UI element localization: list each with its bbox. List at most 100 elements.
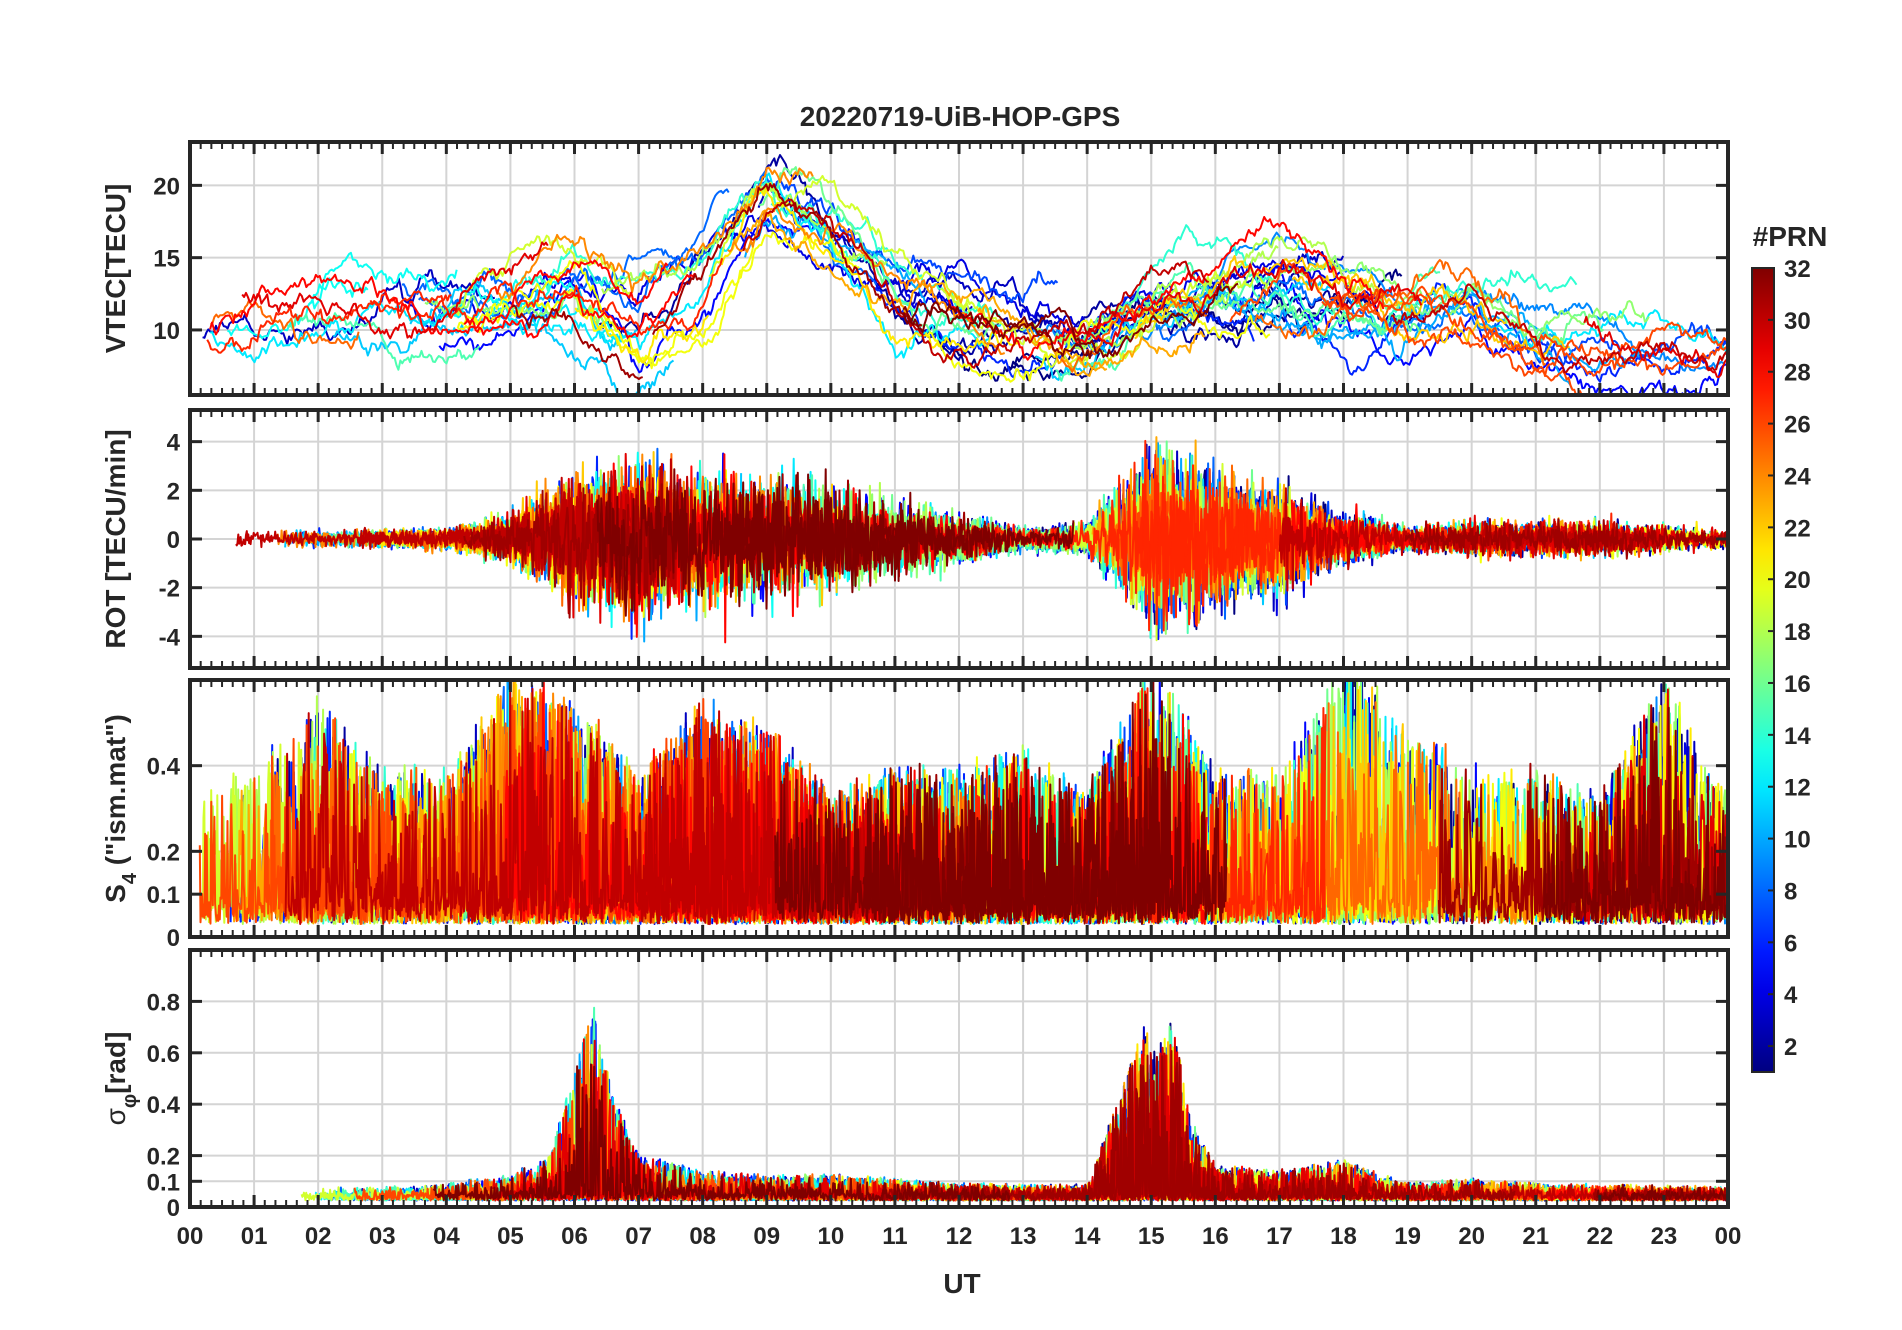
- x-tick-label: 10: [817, 1223, 844, 1250]
- series-prn-5: [1233, 264, 1727, 395]
- x-tick-label: 02: [305, 1223, 332, 1250]
- series-prn-20: [456, 231, 860, 370]
- colorbar-tick-label: 32: [1784, 256, 1811, 283]
- x-tick-label: 17: [1266, 1223, 1293, 1250]
- series-prn-31: [1404, 518, 1728, 560]
- y-tick-label: 15: [153, 246, 180, 273]
- x-tick-label: 11: [882, 1223, 907, 1250]
- x-tick-label: 12: [946, 1223, 973, 1250]
- y-axis-label: S4 ("ism.mat"): [100, 714, 141, 903]
- series-prn-29: [241, 241, 549, 340]
- colorbar-tick-label: 18: [1784, 619, 1811, 646]
- panel-2: -4 -2 0 2 4 ROT [TECU/min]: [100, 408, 1730, 670]
- x-tick-label: 19: [1394, 1223, 1421, 1250]
- x-tick-label: 01: [241, 1223, 268, 1250]
- series-prn-19: [455, 234, 632, 316]
- series-prn-13: [308, 251, 458, 310]
- panel-1: 10 15 20 VTEC[TECU]: [100, 140, 1730, 397]
- y-axis-label: VTEC[TECU]: [100, 184, 131, 354]
- x-tick-label: 13: [1010, 1223, 1037, 1250]
- series-prn-23: [977, 304, 1108, 377]
- y-tick-label: 4: [167, 430, 181, 457]
- series-prn-22: [1134, 255, 1336, 340]
- x-tick-label: 14: [1074, 1223, 1101, 1250]
- series-prn-12: [1493, 309, 1728, 356]
- y-tick-label: 0.2: [147, 1144, 180, 1171]
- x-tick-label: 08: [689, 1223, 716, 1250]
- y-tick-label: -2: [159, 576, 180, 603]
- y-tick-label: 0.2: [147, 839, 180, 866]
- x-tick-label: 07: [625, 1223, 652, 1250]
- colorbar-tick-label: 22: [1784, 515, 1811, 542]
- series-group: [202, 154, 1728, 395]
- series-prn-27: [1097, 690, 1327, 925]
- y-tick-label: 0.1: [147, 882, 180, 909]
- colorbar-title: #PRN: [1753, 221, 1828, 252]
- series-prn-28: [947, 216, 1385, 361]
- series-prn-21: [720, 188, 1019, 353]
- colorbar-tick-label: 12: [1784, 775, 1811, 802]
- colorbar-tick-label: 4: [1784, 982, 1798, 1009]
- series-group: [235, 436, 1728, 644]
- x-tick-label: 16: [1202, 1223, 1229, 1250]
- series-prn-30: [1391, 283, 1728, 374]
- y-axis-label: ROT [TECU/min]: [100, 429, 131, 648]
- series-prn-30: [1333, 1166, 1728, 1202]
- y-tick-label: 0.4: [147, 754, 181, 781]
- series-prn-26: [1329, 288, 1728, 377]
- colorbar-tick-label: 8: [1784, 878, 1797, 905]
- colorbar-tick-label: 2: [1784, 1034, 1797, 1061]
- series-prn-28: [209, 259, 669, 336]
- series-prn-21: [574, 307, 709, 364]
- series-prn-28: [463, 272, 696, 339]
- series-prn-5: [438, 218, 856, 374]
- panel-3: 0 0.1 0.2 0.4S4 ("ism.mat"): [100, 678, 1730, 952]
- panel-4: 00.10.2 0.4 0.6 0.8σφ[rad] 00 01 02 03 04 05 06 07 0…: [100, 948, 1742, 1250]
- series-prn-17: [1262, 255, 1423, 302]
- x-tick-label: 18: [1330, 1223, 1357, 1250]
- series-group: [300, 1006, 1728, 1202]
- colorbar-tick-label: 28: [1784, 360, 1811, 387]
- series-prn-22: [1317, 272, 1507, 325]
- y-tick-label: 0.6: [147, 1041, 180, 1068]
- colorbar-tick-label: 16: [1784, 671, 1811, 698]
- colorbar-tick-label: 30: [1784, 308, 1811, 335]
- x-tick-label: 04: [433, 1223, 460, 1250]
- x-tick-label: 22: [1586, 1223, 1613, 1250]
- x-tick-label: 06: [561, 1223, 588, 1250]
- x-tick-label: 00: [177, 1223, 204, 1250]
- x-tick-label: 09: [753, 1223, 780, 1250]
- y-tick-label: -4: [159, 624, 181, 651]
- colorbar-tick-label: 14: [1784, 723, 1811, 750]
- series-prn-24: [497, 166, 814, 300]
- series-prn-14: [1085, 224, 1578, 340]
- y-tick-label: 0.4: [147, 1092, 181, 1119]
- series-prn-3: [202, 269, 496, 346]
- series-prn-26: [1321, 285, 1728, 377]
- series-prn-27: [369, 257, 724, 336]
- colorbar-tick-label: 6: [1784, 930, 1797, 957]
- y-tick-label: 2: [167, 478, 180, 505]
- series-prn-29: [1057, 259, 1423, 350]
- y-axis-label: σφ[rad]: [100, 1032, 141, 1126]
- series-group: [198, 680, 1728, 926]
- colorbar-tick-label: 26: [1784, 412, 1811, 439]
- x-tick-label: 21: [1522, 1223, 1549, 1250]
- series-prn-31: [511, 304, 644, 380]
- series-prn-32: [1542, 706, 1728, 924]
- x-axis-label: UT: [943, 1268, 980, 1299]
- series-prn-27: [206, 294, 452, 354]
- series-prn-32: [774, 700, 1182, 925]
- colorbar-gradient: [1751, 267, 1775, 1073]
- series-prn-32: [1596, 1184, 1728, 1202]
- series-prn-32: [902, 282, 1239, 358]
- series-prn-23: [733, 209, 1206, 372]
- series-prn-31: [651, 182, 923, 335]
- chart-title: 20220719-UiB-HOP-GPS: [800, 101, 1121, 132]
- x-tick-label: 00: [1715, 1223, 1742, 1250]
- x-tick-label: 05: [497, 1223, 524, 1250]
- x-tick-label: 23: [1651, 1223, 1678, 1250]
